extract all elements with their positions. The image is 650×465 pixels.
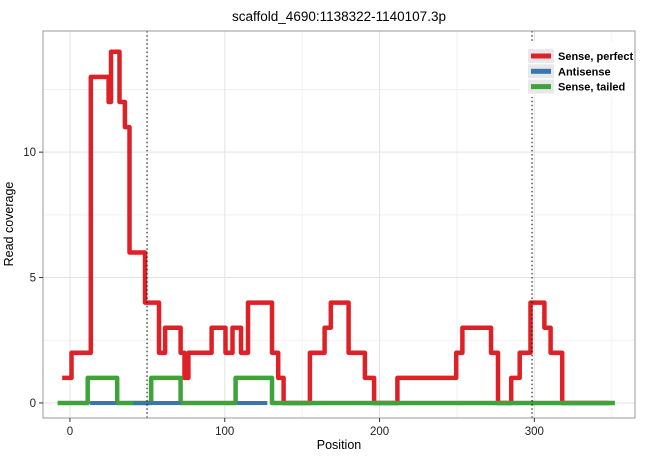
x-axis-title: Position (317, 438, 362, 452)
y-tick-label: 10 (23, 147, 36, 159)
y-tick-label: 0 (30, 398, 36, 410)
legend: Sense, perfect Antisense Sense, tailed (520, 42, 637, 97)
legend-label-sense-perfect: Sense, perfect (558, 51, 634, 63)
x-tick-label: 300 (525, 426, 544, 438)
panel-border (42, 30, 636, 419)
y-axis-title: Read coverage (2, 182, 16, 267)
y-tick-label: 5 (30, 273, 36, 285)
chart-title: scaffold_4690:1138322-1140107.3p (232, 9, 446, 24)
legend-key-swatch-antisense (531, 68, 551, 74)
x-tick-label: 100 (215, 426, 234, 438)
x-tick-label: 0 (67, 426, 73, 438)
series-line-sense-tailed (57, 375, 615, 406)
axes: 0 100 200 300 0 5 10 (23, 30, 636, 438)
legend-key-swatch-sense-tailed (531, 84, 551, 90)
x-tick-label: 200 (370, 426, 389, 438)
legend-label-antisense: Antisense (558, 66, 611, 78)
legend-key-swatch-sense-perfect (531, 53, 551, 59)
legend-label-sense-tailed: Sense, tailed (558, 82, 625, 94)
